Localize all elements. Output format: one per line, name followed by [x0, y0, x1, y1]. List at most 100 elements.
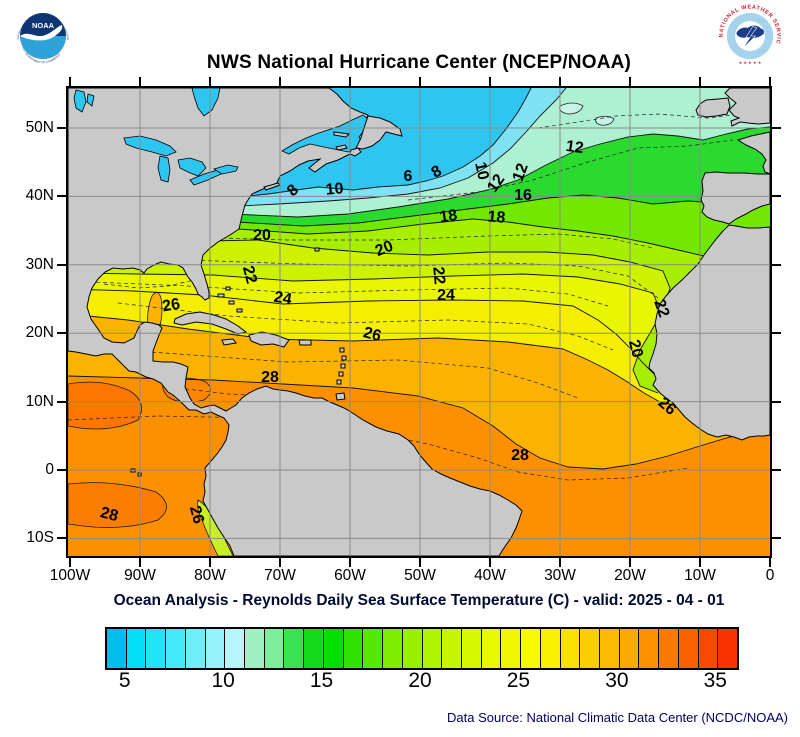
colorbar-cell [225, 629, 246, 668]
contour-label: 28 [98, 504, 120, 525]
y-axis-tick-right [772, 332, 781, 335]
lon-label: 70W [264, 567, 296, 584]
lake-winnipegosis [86, 93, 95, 107]
colorbar-cell [304, 629, 324, 668]
x-axis-tick [279, 558, 281, 567]
contour-label: 20 [625, 338, 646, 360]
sst-map-frame: 10 6 8 8 10 12 12 12 16 18 18 20 20 20 22 22 22 24 24 26 26 2… [66, 86, 772, 558]
colorbar-cell [659, 629, 679, 668]
nws-lightning-icon [742, 26, 758, 49]
land-iberia [700, 171, 771, 225]
contour-label: 22 [650, 297, 672, 320]
y-axis-tick-right [772, 127, 781, 129]
x-axis-tick [559, 558, 561, 567]
island-anticosti [333, 131, 351, 138]
colorbar-cell [698, 629, 719, 668]
x-axis-tick [629, 558, 631, 567]
y-axis-tick-right [772, 537, 781, 540]
lat-label: 20N [25, 324, 54, 342]
lon-label: 80W [194, 567, 226, 584]
colorbar-cell [619, 629, 640, 668]
lat-label: 50N [25, 119, 54, 136]
island-puerto-rico [298, 339, 312, 346]
colorbar-tick-label: 20 [408, 669, 432, 692]
x-axis-tick [349, 558, 351, 567]
island-jamaica [221, 338, 237, 346]
islands-lesser-antilles [335, 347, 347, 401]
land-france [736, 131, 771, 175]
lon-label: 90W [124, 567, 156, 584]
colorbar-cell [264, 629, 285, 668]
lon-label: 50W [404, 567, 436, 584]
y-axis-tick-right [772, 195, 781, 198]
colorbar [105, 627, 739, 670]
nws-stars: ★ ★ ★ ★ ★ [739, 60, 762, 65]
colorbar-cell [107, 629, 127, 668]
x-axis-tick [489, 558, 491, 567]
colorbar-cell [599, 629, 620, 668]
contour-label: 10 [471, 161, 491, 182]
page-title: NWS National Hurricane Center (NCEP/NOAA… [206, 52, 632, 73]
land-africa [648, 224, 771, 441]
lat-label: 10N [25, 392, 54, 410]
lon-label: 60W [334, 567, 366, 584]
noaa-logo-icon: NATIONAL OCEANIC AND ATMOSPHERIC ADMINIS… [12, 5, 74, 67]
colorbar-tick-label: 5 [118, 669, 131, 692]
contour-label: 26 [361, 324, 383, 345]
lon-label: 100W [49, 567, 91, 584]
contour-label: 26 [186, 504, 207, 526]
colorbar-cell [363, 629, 384, 668]
x-axis-tick [139, 558, 141, 567]
contour-label: 6 [404, 168, 413, 185]
y-axis-tick [57, 263, 66, 266]
map-caption: Ocean Analysis - Reynolds Daily Sea Surf… [113, 592, 725, 609]
contour-label: 22 [429, 266, 447, 285]
y-axis-tick [57, 469, 66, 471]
colorbar-cell [422, 629, 443, 668]
colorbar-cell [461, 629, 482, 668]
x-axis-tick [209, 558, 211, 567]
landmasses [67, 87, 771, 557]
lake-winnipeg [73, 89, 87, 113]
lon-label: 40W [474, 567, 506, 584]
x-axis-tick [419, 558, 421, 567]
x-axis-tick [69, 558, 71, 567]
contour-label: 18 [438, 207, 458, 226]
island-ireland [695, 97, 731, 118]
colorbar-cell [166, 629, 186, 668]
contour-label: 28 [511, 447, 529, 464]
lake-huron [177, 157, 207, 177]
contour-label: 24 [273, 289, 294, 309]
colorbar-cell [146, 629, 167, 668]
colorbar-cell [284, 629, 305, 668]
noaa-wordmark: NOAA [32, 21, 55, 30]
lake-michigan [157, 155, 171, 183]
contour-label: 22 [239, 264, 260, 286]
x-axis-tick-top [629, 77, 631, 86]
colorbar-cell [205, 629, 226, 668]
island-great-britain [724, 87, 771, 127]
noaa-logo: NATIONAL OCEANIC AND ATMOSPHERIC ADMINIS… [12, 5, 74, 67]
colorbar-tick-label: 10 [211, 669, 235, 692]
y-axis-tick-right [772, 263, 781, 266]
y-axis-tick [57, 537, 66, 540]
island-pei [335, 144, 348, 151]
x-axis-tick-top [69, 77, 71, 86]
contour-label: 20 [373, 238, 396, 260]
nws-logo: NATIONAL WEATHER SERVICE ★ ★ ★ ★ ★ [714, 0, 784, 70]
lon-label: 0 [765, 567, 775, 584]
lat-label: 0 [45, 461, 54, 478]
colorbar-cell [521, 629, 541, 668]
lat-label: 30N [25, 255, 54, 273]
contour-label: 16 [514, 187, 532, 204]
nws-logo-icon: NATIONAL WEATHER SERVICE ★ ★ ★ ★ ★ [714, 0, 784, 70]
colorbar-tick-label: 30 [605, 669, 629, 692]
colorbar-cell [580, 629, 600, 668]
y-axis-tick-right [772, 469, 781, 471]
colorbar-cell [442, 629, 462, 668]
land-americas [67, 87, 523, 557]
colorbar-cell [639, 629, 660, 668]
contour-label: 10 [325, 180, 344, 198]
